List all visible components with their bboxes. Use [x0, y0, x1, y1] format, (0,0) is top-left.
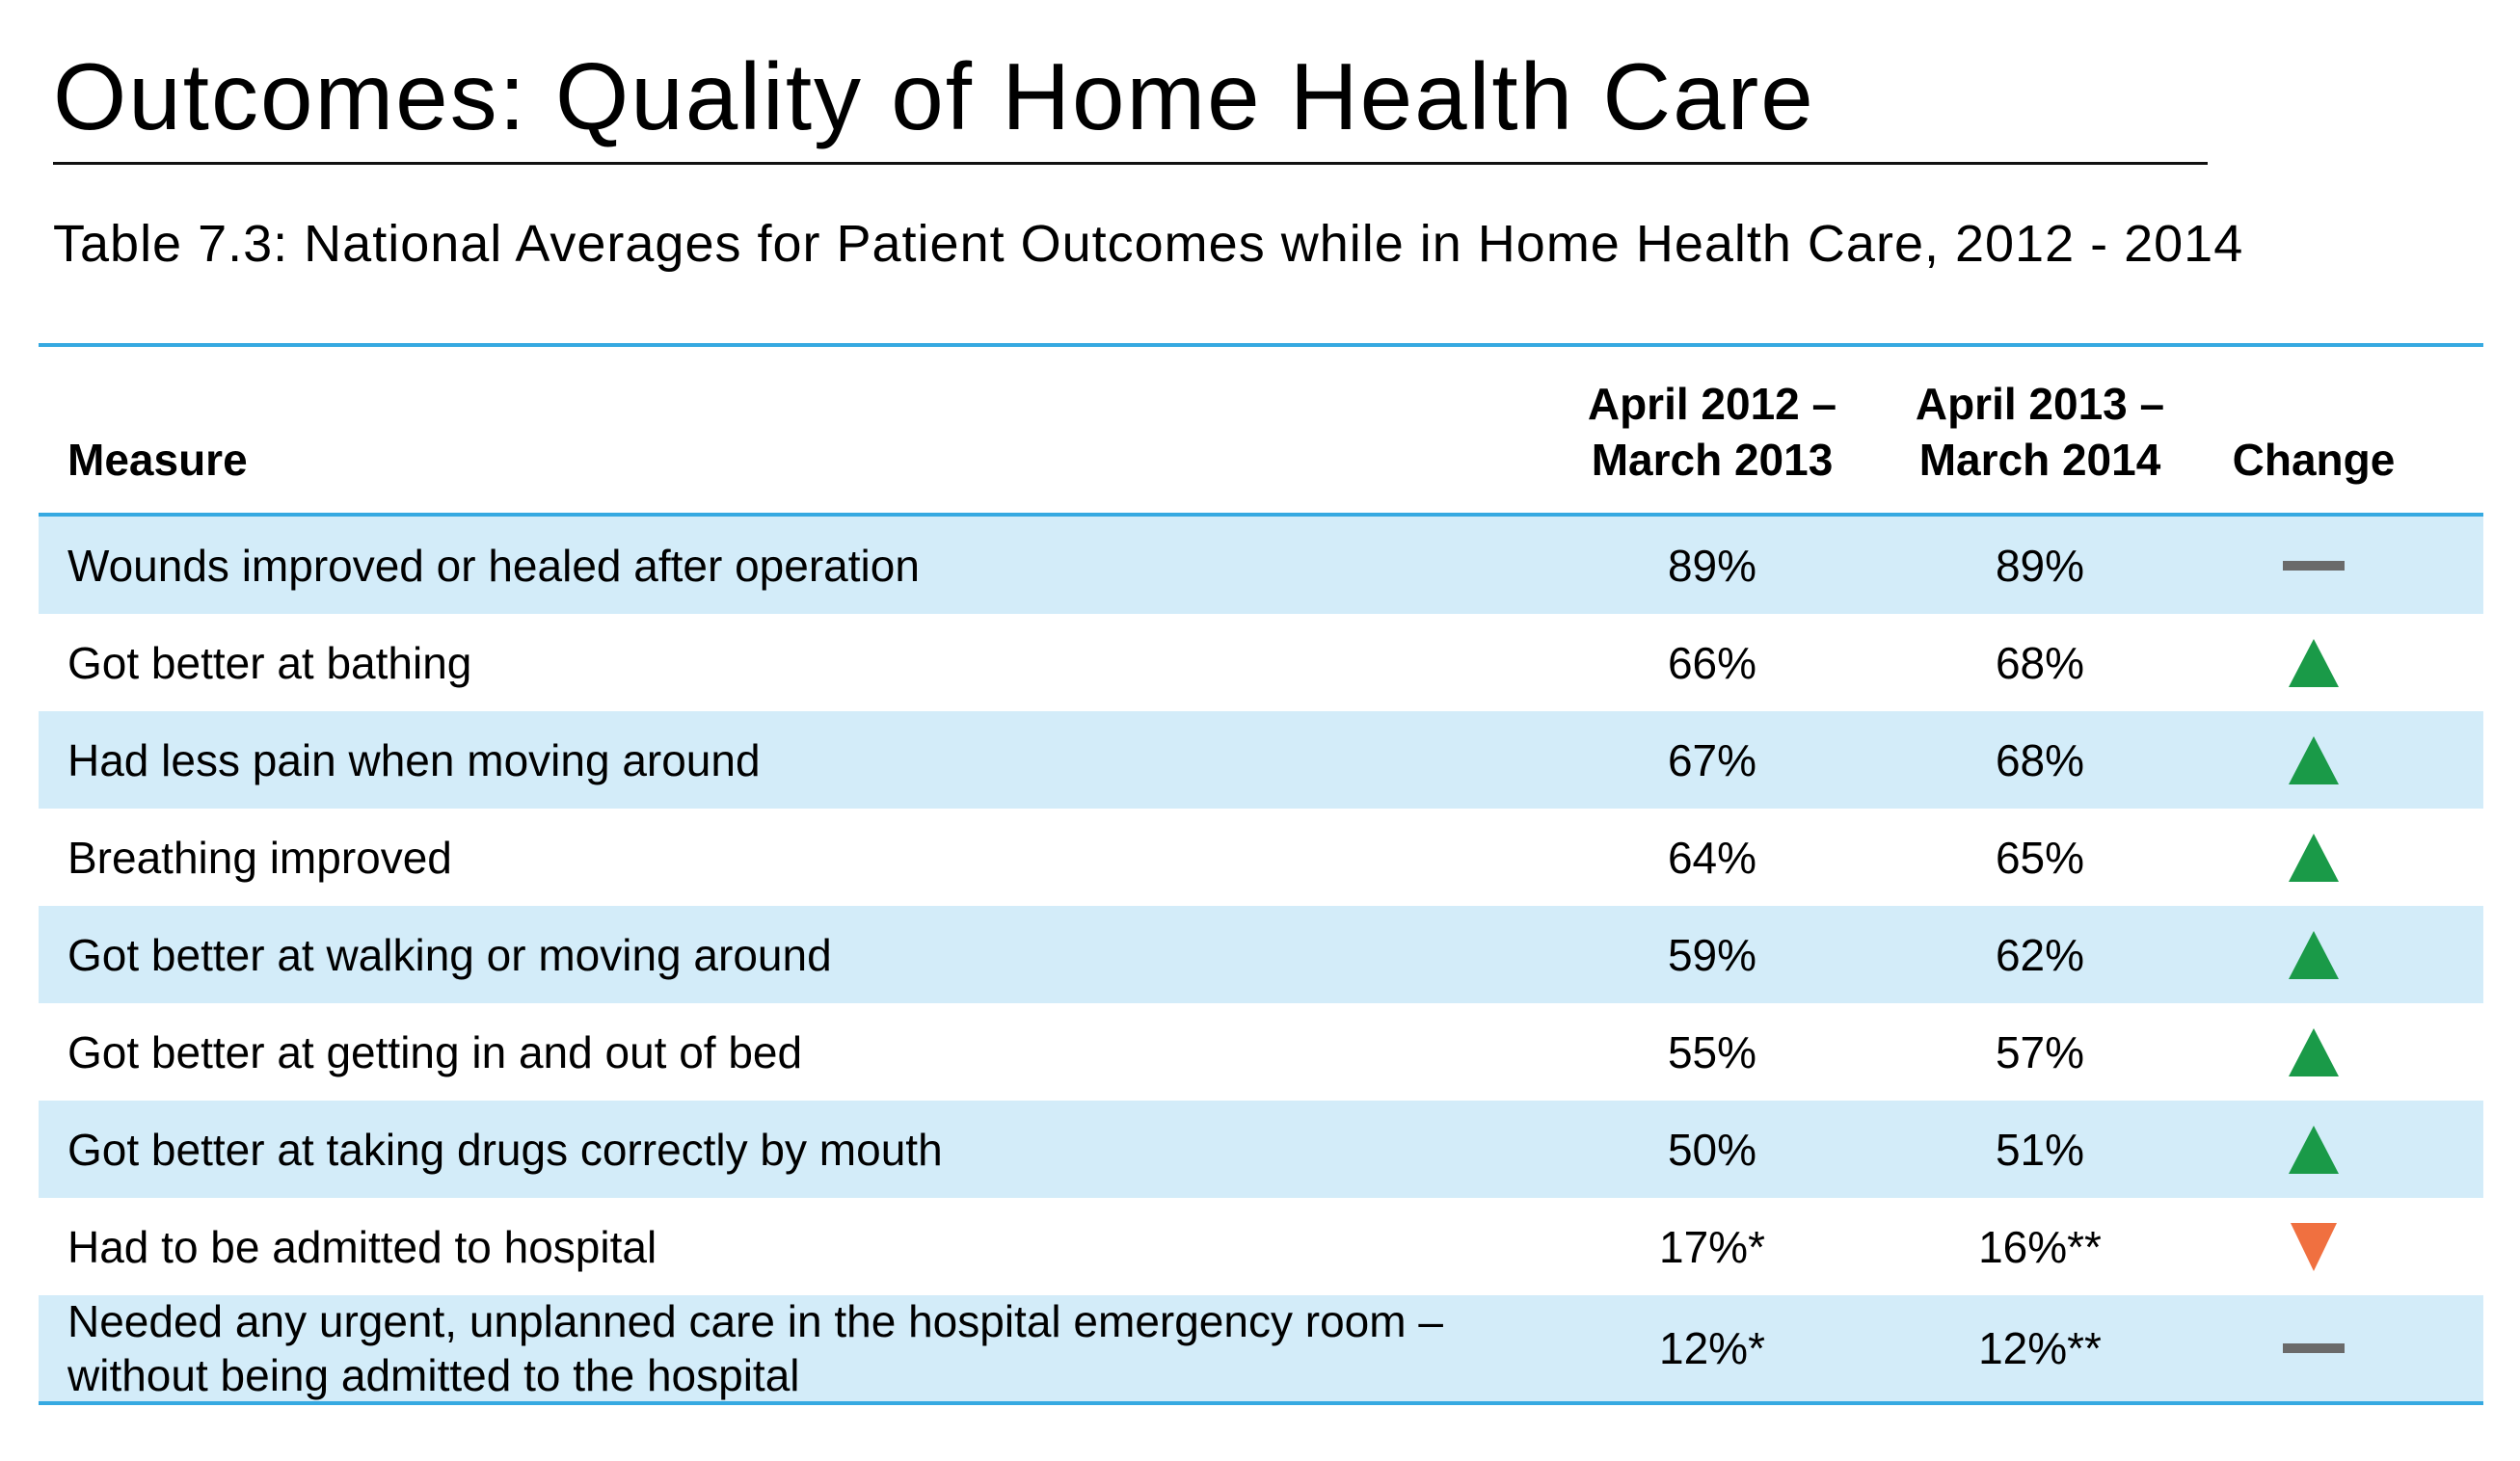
measure-line-1: Needed any urgent, unplanned care in the… — [67, 1296, 1443, 1346]
up-arrow-icon — [2289, 1125, 2339, 1174]
measure-cell: Breathing improved — [67, 832, 452, 883]
change-cell — [2179, 1295, 2449, 1401]
period-2-value: 57% — [1995, 1026, 2085, 1077]
header-period-2-line2: March 2014 — [1918, 435, 2161, 485]
table-row: Had less pain when moving around 67% 68% — [39, 711, 2483, 809]
up-arrow-icon — [2289, 833, 2339, 882]
table-row: Got better at bathing 66% 68% — [39, 614, 2483, 711]
table-row: Wounds improved or healed after operatio… — [39, 517, 2483, 614]
period-1-value: 89% — [1667, 540, 1757, 591]
period-1-value: 66% — [1667, 637, 1757, 688]
change-cell — [2179, 906, 2449, 1003]
dash-icon — [2283, 560, 2345, 571]
period-1-value: 64% — [1667, 832, 1757, 883]
measure-cell: Wounds improved or healed after operatio… — [67, 540, 920, 591]
table-top-rule — [39, 343, 2483, 347]
header-period-2: April 2013 – March 2014 — [1847, 376, 2233, 488]
period-2-value: 62% — [1995, 929, 2085, 980]
measure-line-2: without being admitted to the hospital — [67, 1350, 800, 1400]
period-2-value: 12%** — [1978, 1323, 2102, 1373]
change-cell — [2179, 1003, 2449, 1101]
period-2-value: 89% — [1995, 540, 2085, 591]
period-2-value: 68% — [1995, 637, 2085, 688]
up-arrow-icon — [2289, 735, 2339, 784]
measure-cell: Got better at taking drugs correctly by … — [67, 1124, 943, 1175]
change-cell — [2179, 1198, 2449, 1295]
measure-cell: Had less pain when moving around — [67, 734, 761, 785]
outcomes-table: Measure April 2012 – March 2013 April 20… — [39, 343, 2483, 1405]
page-title: Outcomes: Quality of Home Health Care — [53, 43, 1815, 149]
down-arrow-icon — [2291, 1222, 2337, 1271]
change-cell — [2179, 1101, 2449, 1198]
period-2-value: 16%** — [1978, 1221, 2102, 1272]
dash-icon — [2283, 1343, 2345, 1353]
period-2-value: 51% — [1995, 1124, 2085, 1175]
table-caption: Table 7.3: National Averages for Patient… — [53, 215, 2244, 273]
table-row: Breathing improved 64% 65% — [39, 809, 2483, 906]
change-cell — [2179, 517, 2449, 614]
measure-cell: Got better at getting in and out of bed — [67, 1026, 803, 1077]
measure-cell: Got better at bathing — [67, 637, 472, 688]
period-2-value: 68% — [1995, 734, 2085, 785]
header-measure: Measure — [67, 435, 248, 485]
header-period-1-line1: April 2012 – — [1587, 379, 1837, 429]
up-arrow-icon — [2289, 930, 2339, 979]
measure-cell: Got better at walking or moving around — [67, 929, 832, 980]
up-arrow-icon — [2289, 1027, 2339, 1076]
table-bottom-rule — [39, 1401, 2483, 1405]
header-change: Change — [2232, 435, 2396, 485]
period-1-value: 67% — [1667, 734, 1757, 785]
period-1-value: 55% — [1667, 1026, 1757, 1077]
period-1-value: 50% — [1667, 1124, 1757, 1175]
measure-text: Needed any urgent, unplanned care in the… — [67, 1294, 1514, 1402]
period-1-value: 12%* — [1659, 1323, 1765, 1373]
table-row: Needed any urgent, unplanned care in the… — [39, 1295, 2483, 1401]
measure-cell: Had to be admitted to hospital — [67, 1221, 657, 1272]
table-row: Got better at taking drugs correctly by … — [39, 1101, 2483, 1198]
period-1-value: 59% — [1667, 929, 1757, 980]
period-2-value: 65% — [1995, 832, 2085, 883]
table-row: Had to be admitted to hospital 17%* 16%*… — [39, 1198, 2483, 1295]
measure-cell: Needed any urgent, unplanned care in the… — [67, 1295, 1514, 1401]
change-cell — [2179, 809, 2449, 906]
title-divider — [53, 162, 2208, 165]
header-period-2-line1: April 2013 – — [1915, 379, 2165, 429]
header-period-1-line2: March 2013 — [1591, 435, 1834, 485]
header-period-1: April 2012 – March 2013 — [1519, 376, 1905, 488]
table-header-row: Measure April 2012 – March 2013 April 20… — [39, 347, 2483, 513]
table-row: Got better at getting in and out of bed … — [39, 1003, 2483, 1101]
change-cell — [2179, 711, 2449, 809]
up-arrow-icon — [2289, 638, 2339, 687]
table-header-rule — [39, 513, 2483, 517]
change-cell — [2179, 614, 2449, 711]
table-row: Got better at walking or moving around 5… — [39, 906, 2483, 1003]
period-1-value: 17%* — [1659, 1221, 1765, 1272]
